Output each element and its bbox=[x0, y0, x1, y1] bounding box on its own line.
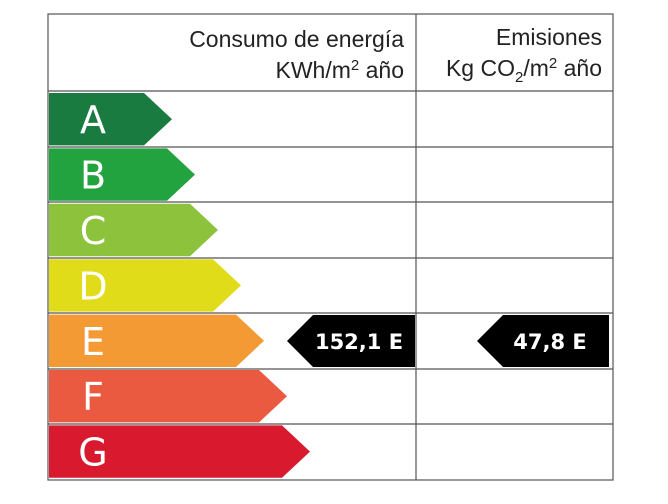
energy-unit-superscript: 2 bbox=[351, 57, 359, 74]
rating-letter-a: A bbox=[80, 98, 106, 142]
rating-letter-d: D bbox=[78, 264, 107, 308]
emissions-unit-suffix: año bbox=[557, 55, 602, 81]
table-border bbox=[47, 13, 614, 481]
rating-letter-f: F bbox=[82, 375, 104, 419]
emissions-header-title: Emisiones bbox=[496, 24, 602, 50]
rating-arrow-d bbox=[49, 259, 241, 312]
emissions-unit-superscript: 2 bbox=[549, 55, 557, 72]
table-grid bbox=[47, 13, 614, 481]
emissions-unit-mid: /m bbox=[523, 55, 549, 81]
emissions-indicator: 47,8 E bbox=[477, 315, 609, 367]
emissions-unit-base: Kg CO bbox=[446, 55, 515, 81]
rating-letter-g: G bbox=[78, 431, 107, 475]
rating-letter-e: E bbox=[81, 320, 105, 364]
rating-arrow-f bbox=[49, 370, 287, 423]
emissions-indicator-arrow bbox=[477, 315, 609, 367]
energy-header-title: Consumo de energía bbox=[189, 26, 404, 52]
energy-value: 152,1 E bbox=[315, 330, 403, 354]
rating-arrow-g bbox=[49, 425, 310, 478]
energy-indicator: 152,1 E bbox=[287, 315, 415, 367]
rating-arrow-e bbox=[49, 314, 264, 367]
rating-letter-b: B bbox=[80, 154, 106, 198]
emissions-unit-subscript: 2 bbox=[515, 69, 523, 86]
rating-letter-c: C bbox=[80, 209, 107, 253]
energy-unit-base: KWh/m bbox=[276, 57, 351, 83]
rating-arrow-c bbox=[49, 203, 218, 257]
energy-indicator-arrow bbox=[287, 315, 415, 367]
emissions-header-unit: Kg CO2/m2 año bbox=[446, 55, 602, 86]
energy-header-unit: KWh/m2 año bbox=[276, 57, 405, 83]
emissions-value: 47,8 E bbox=[513, 330, 586, 354]
rating-arrow-b bbox=[49, 148, 195, 201]
energy-unit-suffix: año bbox=[359, 57, 404, 83]
rating-arrow-a bbox=[49, 93, 172, 146]
